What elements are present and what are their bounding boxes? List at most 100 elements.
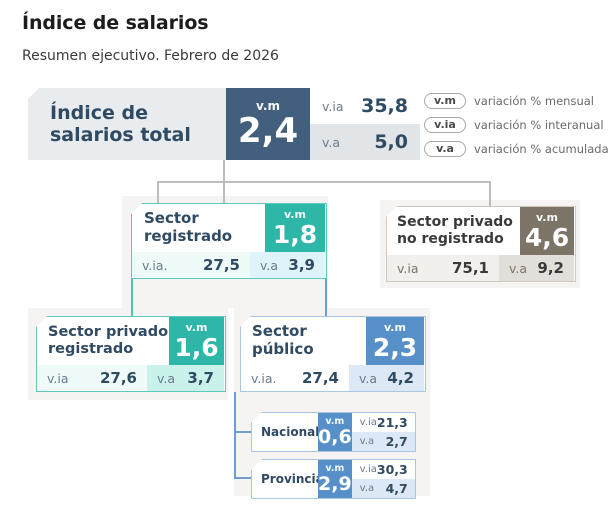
privado-registrado-vm-cell: v.m 1,6: [169, 317, 224, 365]
publico-label: Sector público: [241, 317, 366, 365]
publico-va-value: 4,2: [387, 369, 414, 387]
total-via-key: v.ia: [322, 98, 344, 114]
no-registrado-via-value: 75,1: [451, 259, 489, 277]
legend: v.m variación % mensual v.ia variación %…: [424, 90, 609, 162]
connector-registrado-to-publico: [325, 279, 327, 323]
nacional-via-value: 21,3: [376, 415, 408, 430]
privado-registrado-vm-key: v.m: [185, 321, 208, 334]
provincial-via-value: 30,3: [376, 462, 408, 477]
card-sector-privado-registrado[interactable]: Sector privado registrado v.m 1,6 v.ia 2…: [36, 316, 226, 392]
card-nacional[interactable]: Nacional v.m 0,6 v.ia 21,3 v.a 2,7: [251, 412, 416, 452]
no-registrado-vm-value: 4,6: [524, 223, 570, 252]
publico-label-line1: Sector: [252, 322, 307, 341]
total-via-value: 35,8: [361, 95, 408, 117]
total-label-line1: Índice de: [50, 101, 148, 124]
registrado-vm-cell: v.m 1,8: [265, 204, 325, 252]
provincial-label: Provincial: [261, 471, 328, 486]
registrado-via-cell: v.ia. 27,5: [132, 252, 250, 278]
legend-item-vm: v.m variación % mensual: [424, 90, 606, 111]
privado-registrado-via-cell: v.ia 27,6: [37, 365, 147, 391]
connector-registrado-to-privado: [131, 279, 133, 323]
nacional-vm-key: v.m: [325, 416, 345, 428]
nacional-va-cell: v.a 2,7: [351, 432, 415, 451]
no-registrado-vm-cell: v.m 4,6: [520, 207, 574, 255]
total-vm-cell: v.m 2,4: [226, 88, 310, 160]
publico-via-value: 27,4: [301, 369, 339, 387]
provincial-va-cell: v.a 4,7: [351, 479, 415, 498]
page-title: Índice de salarios: [22, 12, 209, 34]
connector-level1-bar: [157, 181, 490, 183]
registrado-label: Sector registrado: [132, 204, 265, 252]
connector-to-provincial: [234, 477, 252, 479]
no-registrado-via-key: v.ia: [397, 260, 419, 276]
no-registrado-va-cell: v.a 9,2: [499, 255, 574, 281]
total-vm-value: 2,4: [237, 111, 299, 151]
publico-vm-value: 2,3: [372, 333, 418, 362]
connector-publico-trunk: [234, 392, 236, 477]
publico-vm-cell: v.m 2,3: [366, 317, 424, 365]
total-va-value: 5,0: [374, 131, 408, 153]
card-sector-publico[interactable]: Sector público v.m 2,3 v.ia. 27,4 v.a 4,…: [240, 316, 426, 392]
total-label: Índice de salarios total: [50, 102, 191, 147]
connector-to-nacional: [234, 431, 252, 433]
nacional-va-value: 2,7: [385, 434, 408, 449]
privado-registrado-va-cell: v.a 3,7: [147, 365, 224, 391]
legend-item-va: v.a variación % acumulada: [424, 138, 609, 159]
total-via-cell: v.ia 35,8: [310, 88, 420, 124]
provincial-va-value: 4,7: [385, 481, 408, 496]
card-sector-privado-no-registrado[interactable]: Sector privado no registrado v.m 4,6 v.i…: [386, 206, 576, 282]
card-indice-salarios-total[interactable]: Índice de salarios total v.m 2,4 v.ia 35…: [28, 88, 420, 160]
nacional-via-cell: v.ia 21,3: [351, 413, 415, 432]
registrado-va-value: 3,9: [288, 256, 315, 274]
no-registrado-via-cell: v.ia 75,1: [387, 255, 499, 281]
privado-registrado-va-value: 3,7: [187, 369, 214, 387]
nacional-vm-cell: v.m 0,6: [318, 413, 352, 451]
publico-via-cell: v.ia. 27,4: [241, 365, 349, 391]
registrado-vm-value: 1,8: [272, 220, 318, 249]
nacional-via-key: v.ia: [359, 417, 377, 428]
no-registrado-label-line2: no registrado: [397, 231, 504, 247]
total-label-line2: salarios total: [50, 124, 191, 146]
privado-registrado-va-key: v.a: [157, 370, 176, 386]
nacional-va-key: v.a: [359, 436, 375, 447]
publico-va-cell: v.a 4,2: [349, 365, 424, 391]
privado-registrado-label-line1: Sector privado: [48, 323, 169, 340]
connector-total-trunk: [223, 160, 225, 210]
provincial-via-cell: v.ia 30,3: [351, 460, 415, 479]
connector-to-registrado: [157, 181, 159, 209]
total-va-cell: v.a 5,0: [310, 124, 420, 160]
legend-text-vm: variación % mensual: [474, 93, 594, 108]
legend-text-via: variación % interanual: [474, 117, 604, 132]
privado-registrado-label: Sector privado registrado: [37, 317, 169, 365]
registrado-va-key: v.a: [260, 257, 279, 273]
no-registrado-vm-key: v.m: [536, 211, 558, 224]
provincial-via-key: v.ia: [359, 464, 377, 475]
total-label-cell: Índice de salarios total: [28, 88, 226, 160]
legend-text-va: variación % acumulada: [474, 141, 609, 156]
connector-to-no-registrado: [489, 181, 491, 206]
card-provincial[interactable]: Provincial v.m 2,9 v.ia 30,3 v.a 4,7: [251, 459, 416, 499]
nacional-label: Nacional: [261, 424, 320, 439]
registrado-label-line1: Sector: [144, 209, 199, 228]
no-registrado-va-key: v.a: [509, 260, 528, 276]
publico-via-key: v.ia.: [251, 370, 277, 386]
provincial-vm-key: v.m: [325, 463, 345, 475]
publico-va-key: v.a: [359, 370, 378, 386]
registrado-via-value: 27,5: [202, 256, 240, 274]
no-registrado-va-value: 9,2: [537, 259, 564, 277]
page-subtitle: Resumen ejecutivo. Febrero de 2026: [22, 48, 279, 64]
privado-registrado-via-value: 27,6: [99, 369, 137, 387]
provincial-vm-cell: v.m 2,9: [318, 460, 352, 498]
provincial-vm-value: 2,9: [318, 472, 352, 495]
privado-registrado-via-key: v.ia: [47, 370, 69, 386]
legend-pill-va: v.a: [424, 140, 466, 157]
publico-label-line2: público: [252, 340, 314, 358]
legend-item-via: v.ia variación % interanual: [424, 114, 606, 135]
card-sector-registrado[interactable]: Sector registrado v.m 1,8 v.ia. 27,5 v.a…: [131, 203, 327, 279]
legend-pill-via: v.ia: [424, 116, 466, 133]
registrado-via-key: v.ia.: [142, 257, 168, 273]
no-registrado-label: Sector privado no registrado: [387, 207, 520, 255]
total-vm-key: v.m: [256, 99, 280, 113]
registrado-vm-key: v.m: [284, 208, 306, 221]
